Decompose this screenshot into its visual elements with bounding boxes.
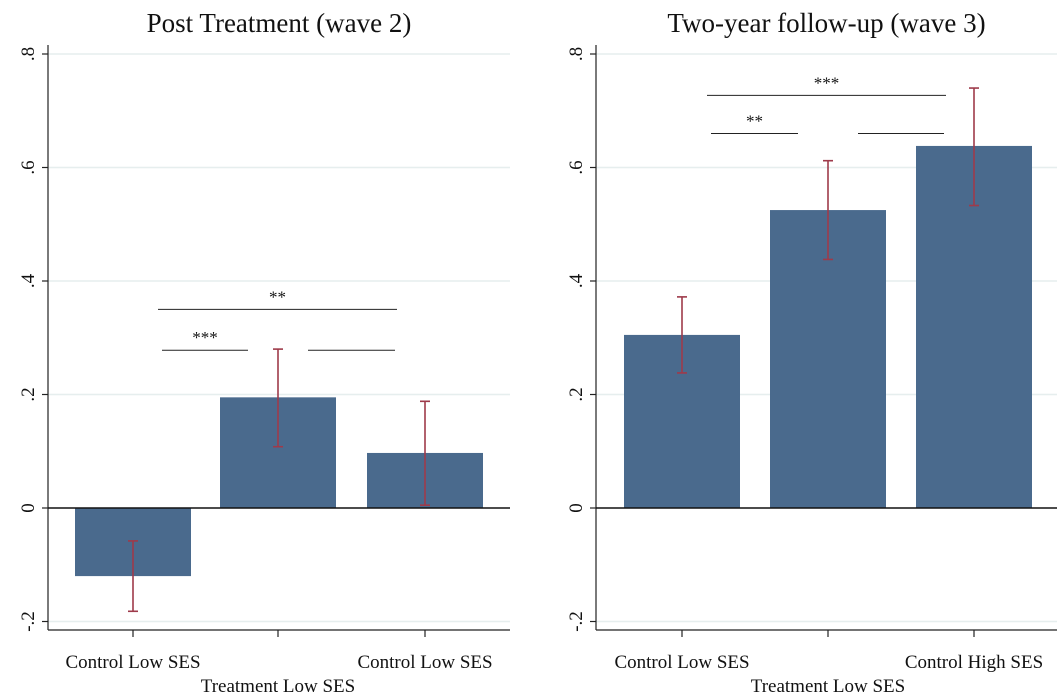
y-tick-label: .4 xyxy=(18,273,39,288)
x-tick-label: Treatment Low SES xyxy=(751,676,905,697)
y-tick-label: .4 xyxy=(566,273,587,288)
x-tick-label: Control Low SES xyxy=(65,652,200,673)
y-tick-label: .8 xyxy=(566,47,587,61)
y-tick-label: .2 xyxy=(18,387,39,401)
chart-title: Post Treatment (wave 2) xyxy=(147,8,412,38)
error-bar xyxy=(273,348,283,448)
x-tick-label: Control Low SES xyxy=(614,652,749,673)
y-tick-label: .6 xyxy=(18,160,39,174)
chart-panel-1: -.20.2.4.6.8*****Control Low SESTreatmen… xyxy=(18,8,510,697)
chart-panel-2: -.20.2.4.6.8*****Control Low SESTreatmen… xyxy=(566,8,1057,697)
error-bar xyxy=(677,296,687,374)
error-bar xyxy=(128,540,138,613)
y-tick-label: 0 xyxy=(18,503,39,513)
y-tick-label: -.2 xyxy=(18,611,39,632)
significance-label: ** xyxy=(746,111,763,130)
y-tick-label: .6 xyxy=(566,160,587,174)
significance-label: *** xyxy=(814,73,840,92)
y-tick-label: .2 xyxy=(566,387,587,401)
significance-label: *** xyxy=(192,328,218,347)
y-tick-label: .8 xyxy=(18,47,39,61)
x-tick-label: Control Low SES xyxy=(357,652,492,673)
y-tick-label: -.2 xyxy=(566,611,587,632)
y-tick-label: 0 xyxy=(566,503,587,513)
x-tick-label: Treatment Low SES xyxy=(201,676,355,697)
error-bar xyxy=(823,159,833,261)
significance-label: ** xyxy=(269,287,286,306)
error-bar xyxy=(969,87,979,207)
error-bar xyxy=(420,400,430,506)
x-tick-label: Control High SES xyxy=(905,652,1043,673)
chart-title: Two-year follow-up (wave 3) xyxy=(667,8,985,38)
